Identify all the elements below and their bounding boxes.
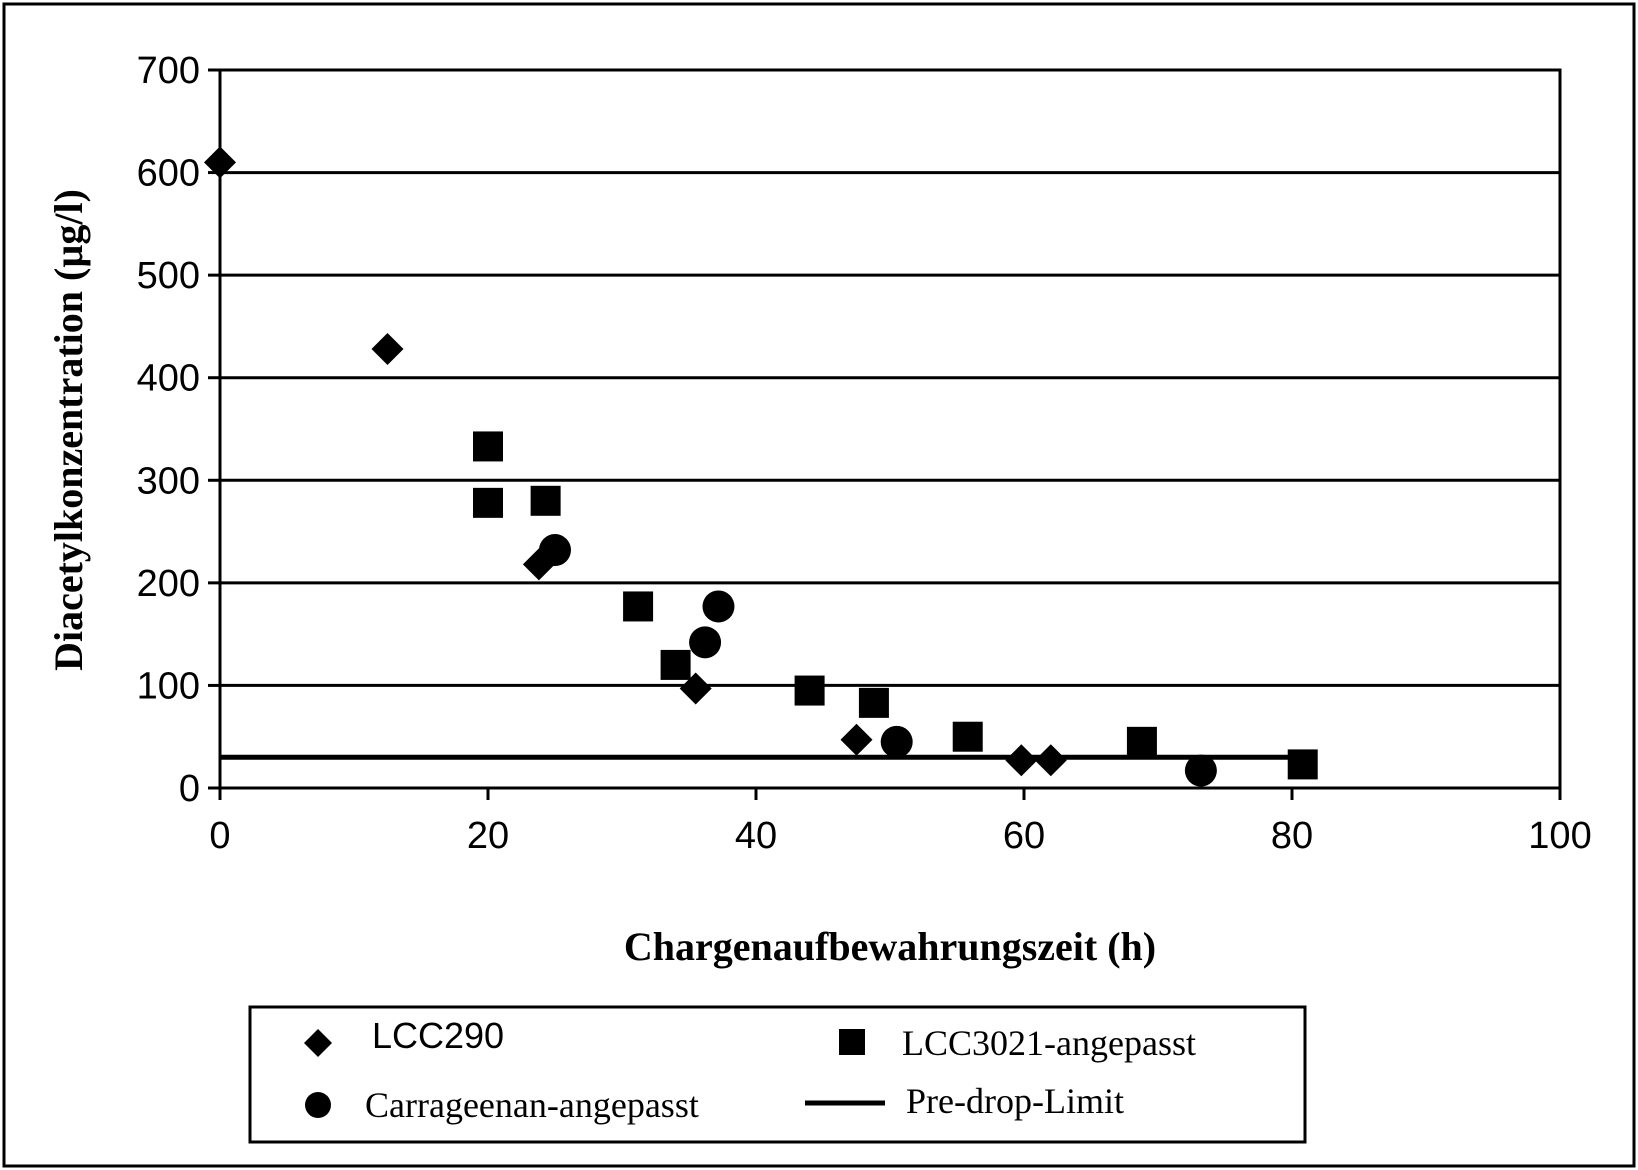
point-circle-2-2 xyxy=(702,590,734,622)
legend-label-lcc290: LCC290 xyxy=(372,1015,504,1056)
point-square-1-9 xyxy=(1288,749,1318,779)
point-circle-2-4 xyxy=(1185,755,1217,787)
point-square-1-2 xyxy=(531,486,561,516)
legend: LCC290 LCC3021-angepasst Carrageenan-ang… xyxy=(250,1007,1305,1142)
legend-marker-circle xyxy=(305,1092,331,1118)
point-circle-2-3 xyxy=(881,726,913,758)
point-square-1-3 xyxy=(623,591,653,621)
point-square-1-0 xyxy=(473,431,503,461)
point-square-1-5 xyxy=(795,676,825,706)
y-tick-label-500: 500 xyxy=(137,255,200,297)
point-square-1-6 xyxy=(859,688,889,718)
plot-area xyxy=(220,70,1560,788)
y-tick-label-100: 100 xyxy=(137,665,200,707)
point-square-1-7 xyxy=(953,722,983,752)
x-axis-title: Chargenaufbewahrungszeit (h) xyxy=(624,924,1156,969)
y-tick-label-200: 200 xyxy=(137,563,200,605)
y-tick-label-300: 300 xyxy=(137,460,200,502)
y-tick-label-0: 0 xyxy=(179,768,200,810)
legend-marker-square xyxy=(839,1029,865,1055)
x-tick-label-0: 0 xyxy=(209,815,230,857)
legend-label-lcc3021: LCC3021-angepasst xyxy=(902,1023,1196,1063)
point-square-1-1 xyxy=(473,488,503,518)
point-circle-2-0 xyxy=(539,534,571,566)
legend-label-pre-drop-limit: Pre-drop-Limit xyxy=(906,1081,1124,1121)
x-tick-label-100: 100 xyxy=(1528,815,1591,857)
y-axis-title: Diacetylkonzentration (µg/l) xyxy=(46,189,91,671)
y-tick-label-600: 600 xyxy=(137,153,200,195)
point-square-1-4 xyxy=(661,650,691,680)
point-circle-2-1 xyxy=(689,626,721,658)
legend-label-carrageenan: Carrageenan-angepasst xyxy=(365,1085,699,1125)
x-tick-label-80: 80 xyxy=(1271,815,1313,857)
x-tick-label-60: 60 xyxy=(1003,815,1045,857)
point-square-1-8 xyxy=(1127,727,1157,757)
y-tick-label-700: 700 xyxy=(137,50,200,92)
y-tick-label-400: 400 xyxy=(137,358,200,400)
x-tick-label-20: 20 xyxy=(467,815,509,857)
x-tick-label-40: 40 xyxy=(735,815,777,857)
